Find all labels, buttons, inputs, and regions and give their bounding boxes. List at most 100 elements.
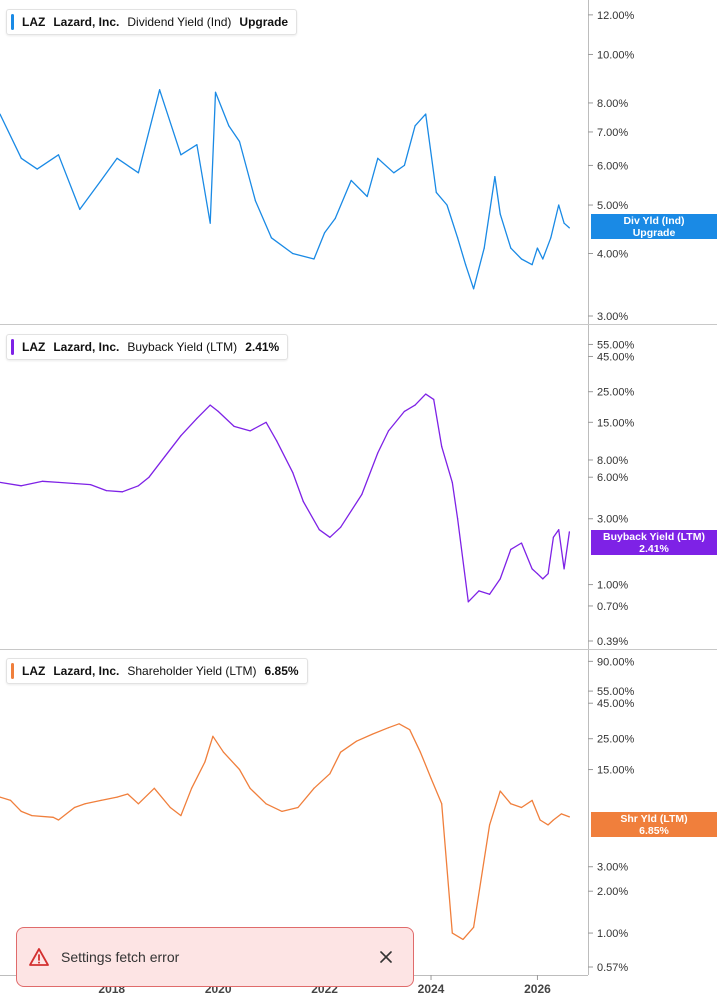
data-point [433,398,435,400]
data-point [180,814,182,817]
data-point [499,790,501,792]
data-point [488,593,491,595]
data-point [536,573,539,575]
data-point [531,264,533,266]
data-point [313,787,315,789]
data-point [568,816,570,818]
data-point [387,727,390,729]
data-point [190,787,193,789]
data-point [472,288,475,290]
y-tick-label: 55.00% [597,686,635,698]
series-line [0,393,571,603]
data-point [249,430,251,432]
data-point [425,113,427,115]
y-tick-label: 25.00% [597,387,635,399]
y-tick-label: 3.00% [597,862,628,874]
data-point [148,476,150,478]
data-point [52,816,54,818]
data-point [100,799,102,801]
data-point [446,204,448,206]
y-tick-label: 5.00% [597,200,628,212]
data-point [398,723,400,725]
data-point [536,247,539,249]
data-point [403,164,406,167]
data-point [568,227,570,229]
data-point [350,179,352,182]
legend-dividend-yield[interactable]: LAZ Lazard, Inc. Dividend Yield (Ind) Up… [6,9,298,35]
data-point [478,590,480,592]
y-tick-label: 0.57% [597,962,628,974]
price-tag-shareholder-yield: Shr Yld (LTM) 6.85% [591,812,717,837]
data-point [212,735,214,737]
data-point [462,938,464,941]
x-tick-label: 2026 [524,982,551,996]
data-point [558,204,560,206]
data-point [334,217,336,220]
data-point [10,799,12,801]
data-point [560,813,562,815]
y-tick-label: 2.00% [597,886,628,898]
data-point [377,157,379,159]
data-point [105,489,108,492]
legend-metric: Buyback Yield (LTM) [127,340,238,354]
legend-ticker: LAZ [22,664,46,678]
data-point [57,154,60,156]
data-point [36,168,38,170]
data-point [457,518,459,520]
price-tag-value: 6.85% [639,824,669,837]
data-point [451,481,453,484]
data-point [41,480,44,482]
data-point [209,404,211,406]
y-tick-label: 8.00% [597,98,628,110]
y-tick-label: 4.00% [597,249,628,261]
data-point [467,601,469,603]
toast-message: Settings fetch error [61,949,180,965]
data-point [127,793,129,795]
legend-swatch-buyback-yield [11,339,14,355]
data-point [313,258,315,260]
data-point [297,806,299,809]
data-point [465,264,467,266]
data-point [494,175,496,178]
legend-shareholder-yield[interactable]: LAZ Lazard, Inc. Shareholder Yield (LTM)… [6,658,308,684]
data-point [552,819,555,821]
data-point [547,573,549,575]
data-point [204,761,206,763]
legend-buyback-yield[interactable]: LAZ Lazard, Inc. Buyback Yield (LTM) 2.4… [6,334,289,360]
y-tick-label: 7.00% [597,127,628,139]
y-tick-label: 3.00% [597,311,628,323]
y-tick-label: 45.00% [597,351,635,363]
data-point [531,568,533,570]
data-point [414,404,416,406]
legend-metric: Shareholder Yield (LTM) [127,664,257,678]
data-point [568,531,570,533]
data-point [57,481,60,484]
data-point [552,536,555,538]
data-point [329,773,331,775]
data-point [254,200,257,202]
y-tick-label: 10.00% [597,49,635,61]
y-tick-label: 12.00% [597,10,635,22]
data-point [20,485,22,487]
data-point [100,179,102,182]
data-point [542,258,544,260]
y-tick-label: 0.39% [597,636,628,648]
legend-company: Lazard, Inc. [53,340,120,354]
data-point [403,410,406,412]
y-tick-label: 15.00% [597,417,635,429]
close-icon [380,951,392,963]
data-point [276,440,278,442]
legend-ticker: LAZ [22,340,46,354]
data-point [169,806,171,809]
data-point [547,824,549,826]
data-point [116,157,118,159]
data-point [488,824,491,826]
price-tag-value: Upgrade [632,226,676,239]
y-tick-label: 6.00% [597,160,628,172]
data-point [196,144,198,146]
toast-close-button[interactable] [371,942,401,972]
data-point [387,430,390,432]
legend-metric: Dividend Yield (Ind) [127,15,232,29]
data-point [209,222,211,224]
